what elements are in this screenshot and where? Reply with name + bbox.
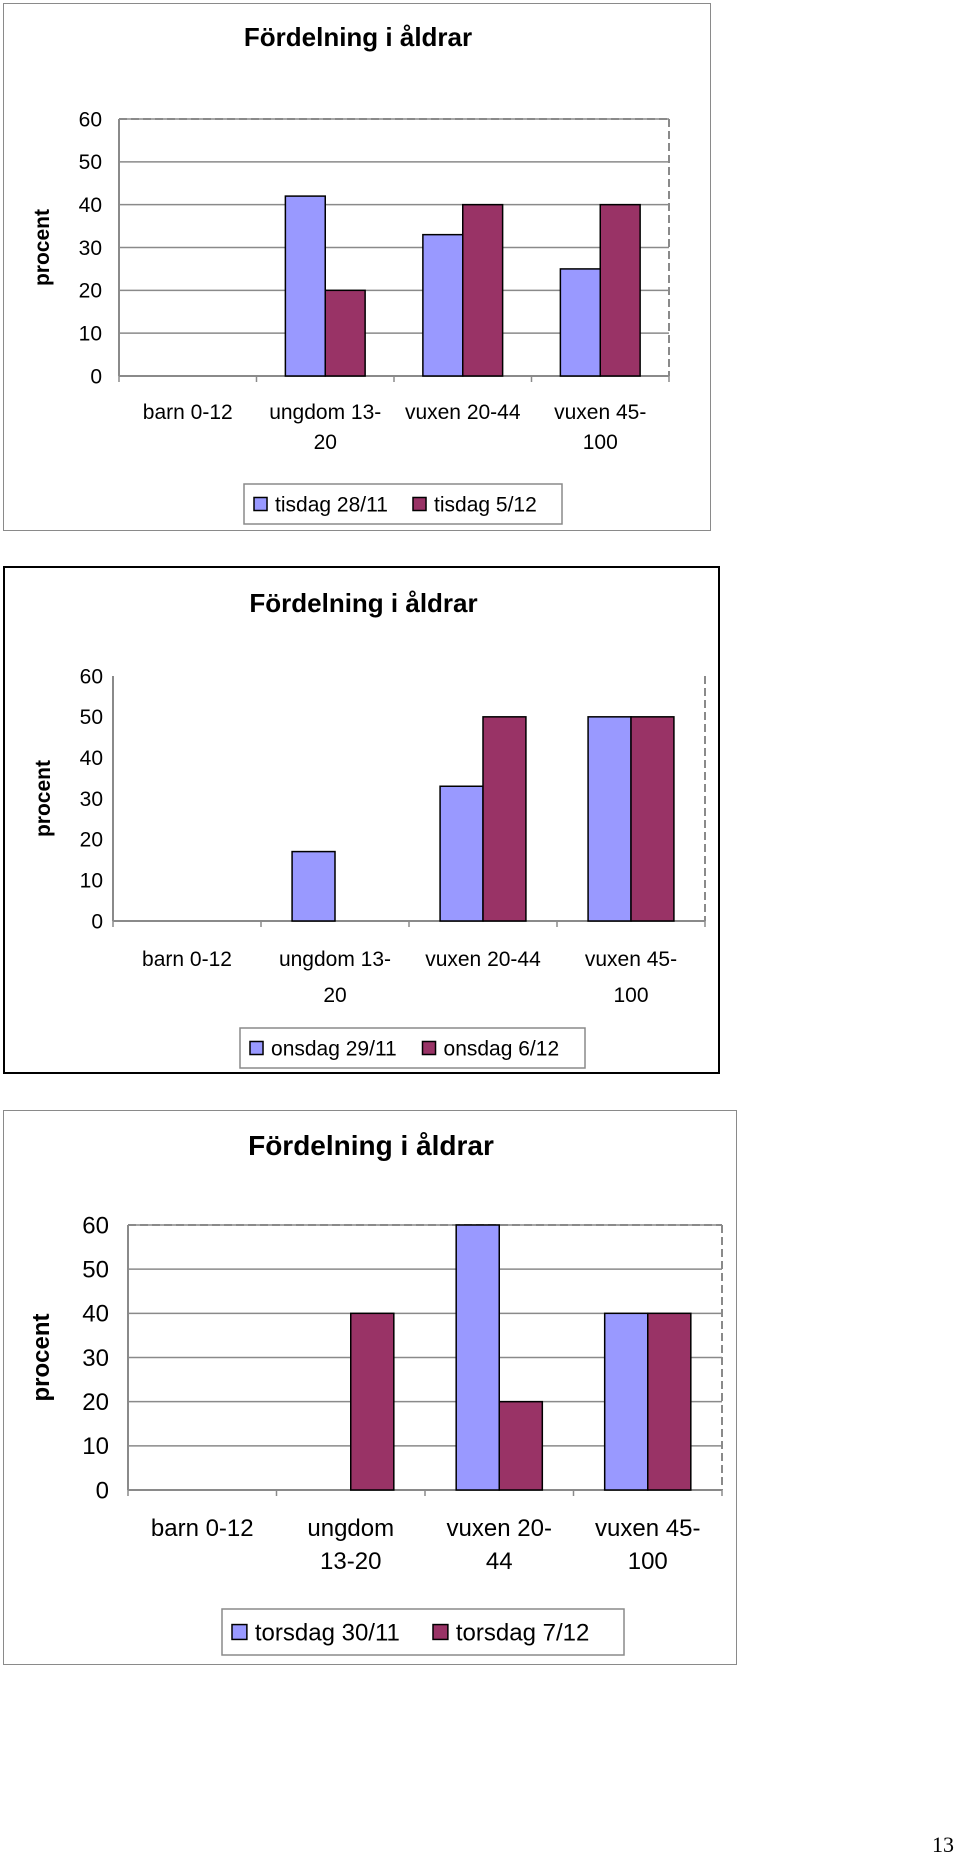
chart-3: Fördelning i åldrar procent 0 10 20 30 40 50 60 b… [3, 1110, 737, 1665]
bar [439, 785, 484, 922]
legend-swatch [231, 1623, 248, 1641]
y-tick-label: 60 [80, 665, 103, 688]
bar [284, 195, 326, 377]
bar [482, 716, 527, 922]
chart-title: Fördelning i åldrar [248, 1130, 494, 1161]
y-tick-label: 50 [80, 706, 103, 729]
y-tick-label: 0 [96, 1477, 109, 1504]
bar [559, 268, 601, 377]
y-tick-label: 20 [79, 280, 102, 303]
chart-2-svg: Fördelning i åldrar procent 0 10 20 30 40 50 60 b… [32, 588, 706, 1069]
bar [455, 1224, 500, 1491]
y-tick-label: 10 [82, 1433, 109, 1460]
legend-box [243, 483, 563, 525]
y-axis-label: procent [28, 1313, 55, 1401]
y-axis-label: procent [31, 209, 54, 286]
x-tick-label: 100 [628, 1548, 668, 1575]
y-tick-label: 60 [79, 108, 102, 131]
chart-1: Fördelning i åldrar procent 0 10 20 30 40 50 60 b… [3, 3, 711, 531]
chart-1-svg: Fördelning i åldrar procent 0 10 20 30 40 50 60 b… [31, 22, 670, 525]
legend-entry: onsdag 6/12 [444, 1037, 560, 1060]
bar [462, 203, 504, 377]
y-tick-label: 30 [79, 237, 102, 260]
chart-title: Fördelning i åldrar [249, 588, 477, 618]
x-tick-label: barn 0-12 [151, 1515, 254, 1542]
y-axis-label: procent [32, 760, 55, 837]
x-tick-label: vuxen 20-44 [405, 401, 521, 424]
bar [603, 1312, 649, 1491]
y-tick-label: 30 [82, 1345, 109, 1372]
legend-swatch [432, 1623, 449, 1641]
legend-entry: tisdag 28/11 [275, 493, 388, 516]
y-tick-label: 10 [79, 323, 102, 346]
x-tick-label: vuxen 45- [595, 1515, 700, 1542]
legend-swatch [412, 496, 427, 512]
x-tick-label: 13-20 [320, 1548, 381, 1575]
legend-swatch [421, 1040, 437, 1056]
y-tick-label: 0 [91, 910, 103, 933]
x-tick-label: 20 [323, 984, 346, 1007]
x-tick-label: vuxen 45- [554, 401, 646, 424]
chart-2: Fördelning i åldrar procent 0 10 20 30 40 50 60 b… [3, 566, 720, 1074]
bar [350, 1312, 395, 1491]
bar [324, 289, 366, 377]
bar [498, 1400, 544, 1491]
x-tick-label: 100 [613, 984, 648, 1007]
y-tick-label: 40 [79, 194, 102, 217]
bar [587, 716, 632, 922]
y-tick-label: 50 [79, 151, 102, 174]
y-tick-label: 0 [90, 365, 102, 388]
legend-swatch [249, 1040, 264, 1056]
x-tick-label: ungdom [307, 1515, 394, 1542]
bar [422, 233, 464, 377]
bar [291, 850, 336, 922]
x-tick-label: vuxen 20- [447, 1515, 552, 1542]
chart-3-svg: Fördelning i åldrar procent 0 10 20 30 40 50 60 b… [28, 1130, 723, 1656]
legend-entry: torsdag 30/11 [255, 1619, 400, 1646]
legend-box [221, 1608, 625, 1656]
legend-box [239, 1027, 586, 1069]
x-tick-label: ungdom 13- [269, 401, 381, 424]
page-number: 13 [932, 1832, 954, 1857]
y-tick-label: 60 [82, 1212, 109, 1239]
bar [647, 1312, 692, 1491]
y-tick-label: 30 [80, 788, 103, 811]
legend-entry: onsdag 29/11 [271, 1037, 397, 1060]
legend-entry: tisdag 5/12 [434, 493, 537, 516]
chart-title: Fördelning i åldrar [244, 22, 472, 52]
x-tick-label: 100 [583, 431, 618, 454]
legend-swatch [253, 496, 268, 512]
x-tick-label: ungdom 13- [279, 948, 391, 971]
y-tick-label: 40 [80, 747, 103, 770]
y-tick-label: 20 [82, 1389, 109, 1416]
y-tick-label: 50 [82, 1257, 109, 1284]
bar [599, 203, 641, 377]
legend-entry: torsdag 7/12 [456, 1619, 589, 1646]
x-tick-label: vuxen 20-44 [425, 948, 541, 971]
x-tick-label: vuxen 45- [585, 948, 677, 971]
x-tick-label: 20 [314, 431, 337, 454]
x-tick-label: 44 [486, 1548, 513, 1575]
bar [630, 716, 675, 922]
x-tick-label: barn 0-12 [143, 401, 233, 424]
y-tick-label: 10 [80, 870, 103, 893]
y-tick-label: 40 [82, 1301, 109, 1328]
y-tick-label: 20 [80, 829, 103, 852]
x-tick-label: barn 0-12 [142, 948, 232, 971]
